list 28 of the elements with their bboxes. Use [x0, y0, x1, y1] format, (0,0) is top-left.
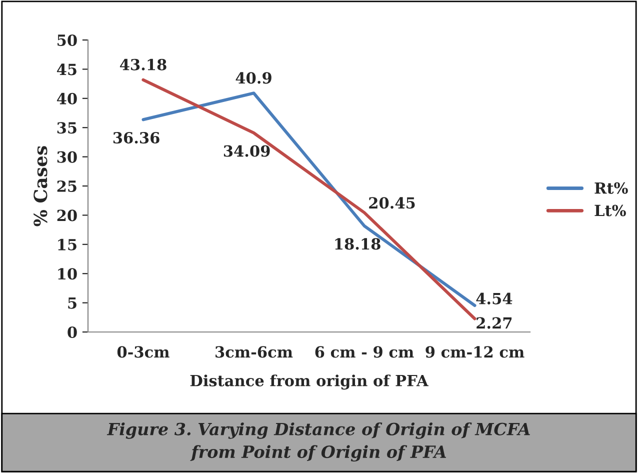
x-tick-label: 6 cm - 9 cm	[315, 346, 414, 358]
y-tick-label: 20	[57, 210, 77, 222]
x-tick-label: 3cm-6cm	[216, 346, 293, 358]
y-axis-title: % Cases	[34, 146, 48, 226]
legend-label: Rt%	[594, 182, 628, 194]
data-label: 34.09	[224, 145, 270, 157]
y-tick-label: 10	[58, 268, 77, 280]
y-tick-label: 50	[58, 34, 77, 46]
data-label: 40.9	[236, 72, 272, 84]
y-tick-label: 45	[56, 64, 76, 76]
x-axis-title: Distance from origin of PFA	[190, 374, 429, 390]
x-tick-label: 0-3cm	[117, 346, 170, 358]
data-label: 43.18	[120, 58, 166, 70]
legend-label: Lt%	[594, 204, 626, 216]
data-label: 20.45	[369, 197, 415, 209]
y-tick-label: 15	[58, 238, 76, 250]
y-tick-label: 25	[57, 180, 76, 192]
y-tick-label: 0	[68, 326, 77, 338]
y-tick-label: 5	[68, 297, 76, 309]
y-tick-label: 30	[57, 151, 77, 163]
x-tick-label: 9 cm-12 cm	[426, 346, 524, 358]
y-tick-label: 40	[56, 92, 77, 104]
data-label: 18.18	[335, 238, 380, 250]
data-label: 2.27	[476, 317, 512, 329]
y-tick-label: 35	[57, 122, 76, 134]
caption: Figure 3. Varying Distance of Origin of MCFA from Point of Origin of PFA	[106, 422, 530, 462]
data-label: 36.36	[113, 132, 160, 144]
data-label: 4.54	[476, 292, 512, 304]
